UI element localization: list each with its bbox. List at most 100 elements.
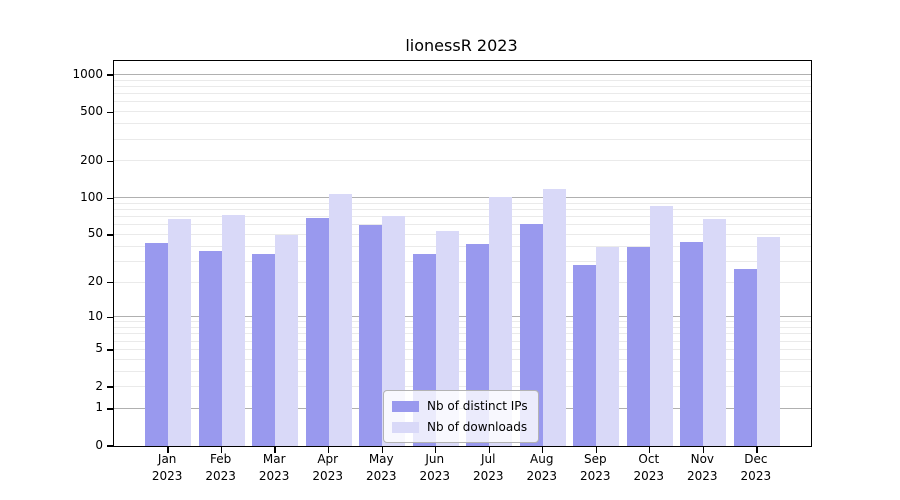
gridline-minor <box>114 160 811 162</box>
gridline-minor <box>114 340 811 342</box>
plot-area: Nb of distinct IPs Nb of downloads <box>107 60 812 453</box>
bar-downloads <box>382 215 406 446</box>
bar-distinct-ips <box>198 250 222 446</box>
x-tick-label: May 2023 <box>365 452 397 483</box>
bar-group <box>305 61 352 446</box>
x-tick-label: Oct 2023 <box>633 452 665 483</box>
gridline-minor <box>114 111 811 113</box>
y-tick-label: 100 <box>80 189 103 204</box>
bar-group <box>198 61 245 446</box>
legend-label: Nb of downloads <box>427 420 528 434</box>
gridline-minor <box>114 93 811 95</box>
y-tick-mark <box>107 349 113 351</box>
legend: Nb of distinct IPs Nb of downloads <box>383 390 539 443</box>
gridline-minor <box>114 333 811 335</box>
bar-group <box>626 61 673 446</box>
gridline-minor <box>114 209 811 211</box>
bar-group <box>466 61 513 446</box>
y-tick-mark <box>107 386 113 388</box>
legend-swatch-distinct-ips <box>392 400 419 412</box>
bar-distinct-ips <box>145 242 169 446</box>
gridline-minor <box>114 245 811 247</box>
gridline-minor <box>114 202 811 204</box>
y-axis: 0 1 2 5 10 20 50 100 200 500 1000 <box>0 60 103 452</box>
x-tick-mark <box>381 447 383 453</box>
x-tick-label: Jan 2023 <box>151 452 183 483</box>
gridline-minor <box>114 233 811 235</box>
gridline-minor <box>114 348 811 350</box>
x-tick-label: Apr 2023 <box>312 452 343 483</box>
bar-distinct-ips <box>252 253 276 446</box>
bar-downloads <box>489 197 513 446</box>
gridline-minor <box>114 79 811 81</box>
y-tick-label: 10 <box>87 308 103 323</box>
y-tick-mark <box>107 197 113 199</box>
bar-group <box>145 61 192 446</box>
x-tick-mark <box>488 447 490 453</box>
x-tick-mark <box>649 447 651 453</box>
y-tick-label: 1 <box>95 400 103 415</box>
bar-group <box>733 61 780 446</box>
gridline-major <box>114 316 811 318</box>
legend-swatch-downloads <box>392 421 419 433</box>
bar-downloads <box>703 218 727 446</box>
bar-group <box>252 61 299 446</box>
bar-distinct-ips <box>626 246 650 446</box>
bar-downloads <box>168 219 192 446</box>
y-tick-label: 50 <box>87 226 103 241</box>
gridline-minor <box>114 386 811 388</box>
gridline-minor <box>114 370 811 372</box>
bar-downloads <box>756 237 780 446</box>
x-tick-label: Dec 2023 <box>740 452 772 483</box>
y-tick-mark <box>107 316 113 318</box>
x-tick-label: Sep 2023 <box>580 452 611 483</box>
legend-row: Nb of downloads <box>392 419 528 435</box>
y-tick-label: 20 <box>87 274 103 289</box>
gridline-minor <box>114 138 811 140</box>
bar-distinct-ips <box>733 269 757 446</box>
bar-downloads <box>328 194 352 446</box>
gridline-minor <box>114 321 811 323</box>
legend-label: Nb of distinct IPs <box>427 399 528 413</box>
x-tick-label: Mar 2023 <box>258 452 290 483</box>
gridline-major <box>114 197 811 199</box>
bar-group <box>519 61 566 446</box>
y-tick-label: 5 <box>95 341 103 356</box>
y-tick-mark <box>107 408 113 410</box>
gridline-minor <box>114 123 811 125</box>
bar-downloads <box>221 214 245 446</box>
chart-title: lionessR 2023 <box>405 36 518 55</box>
x-tick-mark <box>435 447 437 453</box>
bar-downloads <box>649 205 673 446</box>
bar-distinct-ips <box>573 265 597 446</box>
y-tick-mark <box>107 111 113 113</box>
x-axis: Jan 2023 Feb 2023 Mar 2023 Apr 2023 May 2023 Jun 20… <box>113 451 810 491</box>
bar-distinct-ips <box>359 225 383 446</box>
gridline-minor <box>114 358 811 360</box>
gridline-minor <box>114 86 811 88</box>
x-tick-label: Jul 2023 <box>472 452 504 483</box>
x-tick-mark <box>756 447 758 453</box>
gridline-minor <box>114 281 811 283</box>
gridline-minor <box>114 260 811 262</box>
x-tick-label: Feb 2023 <box>205 452 236 483</box>
y-tick-mark <box>107 160 113 162</box>
bar-group <box>573 61 620 446</box>
y-tick-label: 1000 <box>72 66 103 81</box>
x-tick-label: Jun 2023 <box>419 452 450 483</box>
gridline-major <box>114 74 811 76</box>
bar-distinct-ips <box>305 217 329 446</box>
y-tick-label: 2 <box>95 378 103 393</box>
gridline-minor <box>114 224 811 226</box>
y-tick-label: 500 <box>80 103 103 118</box>
gridline-minor <box>114 327 811 329</box>
x-tick-mark <box>542 447 544 453</box>
bar-distinct-ips <box>680 241 704 446</box>
legend-row: Nb of distinct IPs <box>392 398 528 414</box>
bar-downloads <box>542 189 566 446</box>
x-tick-mark <box>167 447 169 453</box>
bar-downloads <box>275 234 299 446</box>
y-tick-mark <box>107 281 113 284</box>
gridline-minor <box>114 101 811 103</box>
